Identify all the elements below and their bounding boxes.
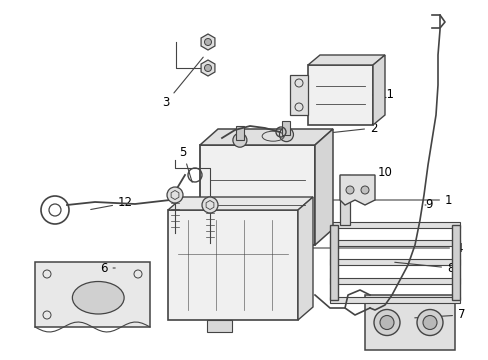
Text: 7: 7 [414,309,465,321]
Polygon shape [201,60,215,76]
Text: 4: 4 [312,242,462,255]
Polygon shape [206,320,231,332]
Circle shape [232,133,246,147]
Text: 1: 1 [327,194,451,207]
Text: 9: 9 [424,198,431,211]
Circle shape [167,187,183,203]
Polygon shape [314,129,332,245]
Bar [282,121,290,135]
Bar [307,65,372,125]
Circle shape [379,315,393,329]
Bar [451,225,459,300]
Circle shape [346,186,353,194]
Polygon shape [168,210,297,320]
Polygon shape [200,145,314,245]
Bar [329,225,337,300]
Polygon shape [307,55,384,65]
Circle shape [204,64,211,72]
Text: 3: 3 [162,57,203,109]
Circle shape [416,310,442,336]
Bar [329,222,459,228]
Circle shape [202,197,218,213]
Text: 5: 5 [179,145,192,182]
Bar [329,278,459,284]
Polygon shape [201,34,215,50]
Text: 10: 10 [355,166,392,193]
Circle shape [204,39,211,45]
Bar [235,126,244,140]
Polygon shape [297,197,312,320]
Bar [329,240,459,246]
Circle shape [360,186,368,194]
Ellipse shape [72,282,124,314]
Bar [364,295,454,350]
Polygon shape [168,197,312,210]
Polygon shape [372,55,384,125]
Text: 6: 6 [100,261,115,274]
Circle shape [422,315,436,329]
Polygon shape [339,175,374,205]
Circle shape [373,310,399,336]
Polygon shape [35,262,150,327]
Bar [329,297,459,303]
Text: 11: 11 [372,89,394,102]
Text: 2: 2 [312,122,377,135]
Text: 12: 12 [91,197,133,210]
Circle shape [279,127,293,141]
Text: 8: 8 [394,261,453,274]
Bar [329,259,459,265]
Bar [339,175,349,225]
Polygon shape [289,75,307,115]
Polygon shape [200,129,332,145]
